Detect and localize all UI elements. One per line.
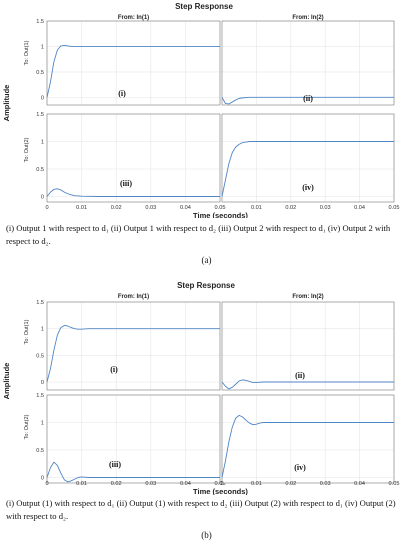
- subplot-tag-b-1-1: (i): [110, 365, 118, 374]
- series-line-b-1-1: [46, 325, 220, 383]
- x-axis-label-a: Time (seconds): [193, 211, 248, 218]
- axes-frame-a-1-2: [221, 20, 395, 106]
- x-tick-label-b-2-1-1: 0.01: [76, 481, 87, 487]
- axes-frame-a-2-2: [221, 113, 395, 203]
- y-tick-label-a-2-1-0: 0: [41, 195, 44, 201]
- x-tick-label-b-2-1-0: 0: [45, 481, 48, 487]
- chart-title-b: Step Response: [177, 281, 235, 290]
- y-tick-label-a-1-1-1: 0.5: [36, 70, 44, 76]
- x-tick-label-a-2-2-3: 0.04: [354, 205, 365, 211]
- figure-a: Step Response From: In(1) From: In(2) Ampli…: [0, 0, 413, 270]
- series-line-b-2-1: [46, 461, 220, 483]
- y-tick-label-a-1-1-0: 0: [41, 95, 44, 101]
- column-title-b-1: From: In(1): [118, 294, 149, 300]
- x-tick-label-a-2-2-0: 0.01: [251, 205, 262, 211]
- column-title-a-2: From: In(2): [292, 15, 323, 21]
- y-tick-label-b-1-1-1: 0.5: [36, 353, 44, 359]
- series-line-a-2-2: [221, 141, 394, 197]
- x-tick-label-a-2-1-0: 0: [45, 205, 48, 211]
- column-title-a-1: From: In(1): [118, 15, 149, 21]
- axes-frame-b-1-2: [221, 301, 395, 391]
- x-axis-label-b: Time (seconds): [193, 487, 248, 495]
- row-title-b-1: To: Out(1): [24, 319, 30, 344]
- axes-frame-a-1-1: [46, 20, 221, 106]
- y-axis-label-b: Amplitude: [2, 363, 11, 400]
- y-tick-label-b-2-1-0: 0: [41, 476, 44, 482]
- series-line-a-1-1: [46, 44, 220, 98]
- y-tick-label-b-2-1-2: 1: [41, 421, 44, 427]
- y-tick-label-b-1-1-3: 1.5: [36, 300, 44, 306]
- step-response-chart-a: Step Response From: In(1) From: In(2) Ampli…: [2, 2, 400, 218]
- subplot-tag-a-2-2: (iv): [302, 183, 314, 192]
- x-tick-label-b-2-1-5: 0.05: [215, 481, 226, 487]
- panel-label-a: (a): [201, 255, 212, 265]
- axes-frame-a-2-1: [46, 113, 221, 203]
- y-tick-label-a-1-1-3: 1.5: [36, 19, 44, 25]
- caption-a: (i) Output 1 with respect to d₁ (ii) Out…: [6, 223, 391, 246]
- x-tick-label-a-2-1-4: 0.04: [180, 205, 191, 211]
- y-axis-label-a: Amplitude: [2, 85, 11, 122]
- axes-background-a-2-1: [47, 114, 220, 202]
- subplot-tag-b-2-1: (iii): [109, 460, 121, 469]
- series-line-a-1-2: [221, 96, 394, 105]
- axes-background-b-1-2: [222, 302, 394, 390]
- row-title-a-1: To: Out(1): [24, 40, 30, 65]
- subplot-tag-b-1-2: (ii): [295, 371, 305, 380]
- x-tick-label-b-2-1-3: 0.03: [145, 481, 156, 487]
- x-tick-label-a-2-2-4: 0.05: [389, 205, 400, 211]
- x-tick-label-b-2-2-2: 0.02: [285, 481, 296, 487]
- x-tick-label-a-2-2-1: 0.02: [285, 205, 296, 211]
- x-tick-label-a-2-1-1: 0.01: [76, 205, 87, 211]
- subplot-tag-a-2-1: (iii): [120, 179, 132, 188]
- axes-background-a-2-2: [222, 114, 394, 202]
- axes-frame-b-2-2: [221, 394, 395, 484]
- y-tick-label-a-1-1-2: 1: [41, 44, 44, 50]
- x-tick-label-b-2-1-2: 0.02: [111, 481, 122, 487]
- x-tick-label-b-2-2-1: 0.01: [251, 481, 262, 487]
- subplot-tag-a-1-2: (ii): [303, 94, 313, 103]
- y-tick-label-a-2-1-3: 1.5: [36, 112, 44, 118]
- x-tick-label-b-2-2-0: 0: [220, 481, 223, 487]
- series-line-b-2-2: [221, 414, 394, 478]
- axes-background-b-2-2: [222, 395, 394, 483]
- subplot-tag-a-1-1: (i): [118, 89, 126, 98]
- x-tick-label-b-2-2-4: 0.04: [354, 481, 365, 487]
- panel-label-b: (b): [201, 530, 212, 540]
- y-tick-label-b-1-1-2: 1: [41, 327, 44, 333]
- x-tick-label-a-2-1-3: 0.03: [145, 205, 156, 211]
- x-tick-label-b-2-1-4: 0.04: [180, 481, 191, 487]
- chart-title-a: Step Response: [175, 2, 233, 11]
- axes-frame-b-2-1: [46, 394, 221, 484]
- x-tick-label-a-2-1-2: 0.02: [111, 205, 122, 211]
- row-title-a-2: To: Out(2): [24, 137, 30, 162]
- x-tick-label-b-2-2-5: 0.05: [389, 481, 400, 487]
- x-tick-label-a-2-2-2: 0.03: [320, 205, 331, 211]
- series-line-b-1-2: [221, 379, 394, 390]
- subplot-tag-b-2-2: (iv): [294, 463, 306, 472]
- y-tick-label-b-2-1-3: 1.5: [36, 393, 44, 399]
- axes-background-a-1-1: [47, 21, 220, 105]
- x-tick-label-a-2-1-5: 0.05: [215, 205, 226, 211]
- axes-background-b-2-1: [47, 395, 220, 483]
- figure-b: Step Response From: In(1) From: In(2) Ampli…: [0, 275, 413, 550]
- x-tick-label-b-2-2-3: 0.03: [320, 481, 331, 487]
- axes-background-b-1-1: [47, 302, 220, 390]
- caption-b: (i) Output (1) with respect to d₁ (ii) O…: [6, 498, 396, 521]
- row-title-b-2: To: Out(2): [24, 414, 30, 439]
- y-tick-label-a-2-1-2: 1: [41, 140, 44, 146]
- column-title-b-2: From: In(2): [292, 294, 323, 300]
- step-response-chart-b: Step Response From: In(1) From: In(2) Ampli…: [2, 281, 400, 495]
- axes-frame-b-1-1: [46, 301, 221, 391]
- series-line-a-2-1: [46, 188, 220, 197]
- axes-background-a-1-2: [222, 21, 394, 105]
- y-tick-label-b-2-1-1: 0.5: [36, 448, 44, 454]
- y-tick-label-b-1-1-0: 0: [41, 380, 44, 386]
- y-tick-label-a-2-1-1: 0.5: [36, 167, 44, 173]
